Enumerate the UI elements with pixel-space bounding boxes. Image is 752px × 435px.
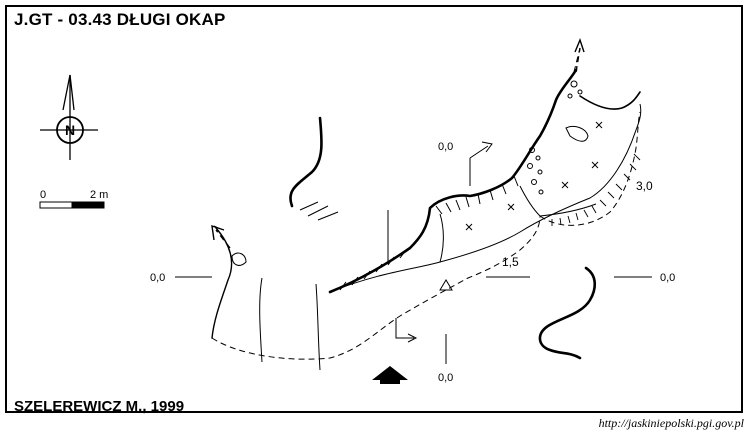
section-top-label: 0,0 [438,141,453,153]
north-label: N [65,122,75,138]
scale-end-label: 2 m [90,189,108,201]
section-left-label: 0,0 [150,272,165,284]
entrance-symbol-icon [372,366,408,384]
survey-station-icon [439,279,453,291]
cave-walls [211,68,641,360]
scale-start-label: 0 [40,189,46,201]
north-arrow-icon [40,74,98,160]
map-title: J.GT - 03.43 DŁUGI OKAP [14,10,226,29]
source-url: http://jaskiniepolski.pgi.gov.pl [598,416,744,430]
rubble-symbols [231,80,589,266]
wall-hatching [299,175,519,291]
entrance-arrows-icon [211,38,585,249]
section-bottom-label: 0,0 [438,372,453,384]
depth-label-mid: 1,5 [502,255,519,269]
ledge-lines [259,103,642,371]
scale-bar [39,201,105,209]
depth-label-right: 3,0 [636,179,653,193]
author-credit: SZELEREWICZ M., 1999 [14,398,185,415]
section-lines [175,141,652,364]
map-frame [5,5,743,413]
cross-marks [465,121,603,231]
wall-fringe [551,153,641,226]
section-right-label: 0,0 [660,272,675,284]
